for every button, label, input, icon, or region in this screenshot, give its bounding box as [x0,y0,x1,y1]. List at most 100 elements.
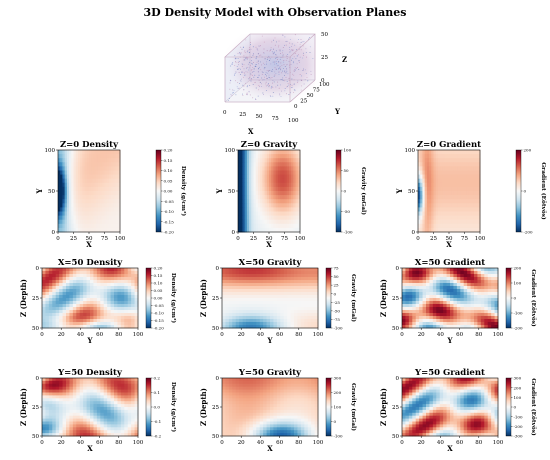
heatmap-cell [297,392,302,396]
heatmap-cell [86,325,91,329]
heatmap-cell [117,199,121,204]
heatmap-cell [114,298,118,302]
heatmap-cell [228,292,233,296]
heatmap-cell [311,280,315,284]
density-point [279,94,281,96]
heatmap-cell [259,271,264,275]
heatmap-cell [443,277,447,281]
heatmap-cell [238,166,241,171]
heatmap-cell [76,421,81,425]
heatmap-cell [462,227,465,233]
heatmap-cell [62,415,67,419]
heatmap-cell [64,219,68,225]
heatmap-cell [287,310,291,314]
heatmap-cell [52,427,57,431]
density-point [255,87,257,89]
heatmap-cell [82,174,85,180]
heatmap-cell [104,215,108,221]
heatmap-cell [90,421,94,425]
heatmap-cell [110,313,115,317]
heatmap-cell [107,389,111,393]
heatmap-cell [487,292,492,296]
heatmap-cell [244,186,248,192]
heatmap-cell [426,158,430,163]
heatmap-cell [420,195,423,200]
heatmap-cell [66,150,70,155]
heatmap-cell [120,301,125,305]
heatmap-cell [66,219,70,225]
heatmap-cell [62,203,66,208]
heatmap-cell [466,186,470,192]
heatmap-cell [283,412,288,417]
heatmap-cell [79,378,84,382]
heatmap-cell [419,316,423,320]
heatmap-cell [45,301,50,305]
heatmap-cell [287,319,291,323]
heatmap-cell [42,325,46,329]
heatmap-cell [91,215,94,221]
heatmap-cell [443,322,447,326]
heatmap-cell [429,301,434,305]
heatmap-cell [110,389,115,393]
heatmap-cell [111,186,114,192]
y-tick-label: 25 [32,296,39,302]
heatmap-cell [120,295,125,299]
heatmap-cell [314,325,319,329]
heatmap-cell [426,191,430,196]
heatmap-cell [470,280,475,284]
heatmap-cell [73,166,77,171]
heatmap-cell [422,301,427,305]
heatmap-cell [96,310,101,314]
density-point [305,51,307,53]
heatmap-cell [239,322,243,326]
heatmap-cell [100,268,105,272]
heatmap-cell [273,268,278,272]
heatmap-cell [79,301,84,305]
heatmap-cell [266,170,270,175]
heatmap-cell [127,301,132,305]
heatmap-cell [42,322,46,326]
heatmap-cell [69,166,72,171]
heatmap-cell [297,313,302,317]
heatmap-cell [297,407,302,411]
heatmap-cell [124,319,129,323]
heatmap-cell [456,307,461,311]
heatmap-cell [420,170,423,175]
x-axis-label: Y [447,336,454,345]
density-point [285,77,287,78]
colorbar-tick-label: 200 [524,148,532,153]
heatmap-cell [107,292,111,296]
density-point [267,71,269,72]
heatmap-cell [69,313,74,317]
heatmap-cell [266,304,271,308]
density-point [268,76,270,78]
heatmap-cell [86,207,90,212]
heatmap-cell [64,150,68,155]
heatmap-cell [239,301,243,305]
heatmap-cell [131,301,135,305]
density-point [293,89,295,91]
heatmap-cell [271,199,274,204]
heatmap-cell [307,316,312,320]
heatmap-cell [239,283,243,287]
heatmap-cell [100,319,105,323]
heatmap-cell [253,150,257,155]
heatmap-cell [463,325,468,329]
heatmap-cell [256,277,261,281]
heatmap-cell [64,174,68,180]
heatmap-cell [494,298,499,302]
heatmap-cell [222,304,226,308]
heatmap-cell [52,316,57,320]
density-point [235,60,237,62]
heatmap-cell [96,421,101,425]
heatmap-cell [48,301,53,305]
heatmap-cell [120,404,125,408]
heatmap-cell [408,316,413,320]
heatmap-cell [257,166,261,171]
heatmap-cell [276,404,281,408]
heatmap-cell [66,186,70,192]
density-point [279,58,281,60]
heatmap-cell [93,271,98,275]
heatmap-cell [460,325,465,329]
heatmap-cell [442,170,445,175]
